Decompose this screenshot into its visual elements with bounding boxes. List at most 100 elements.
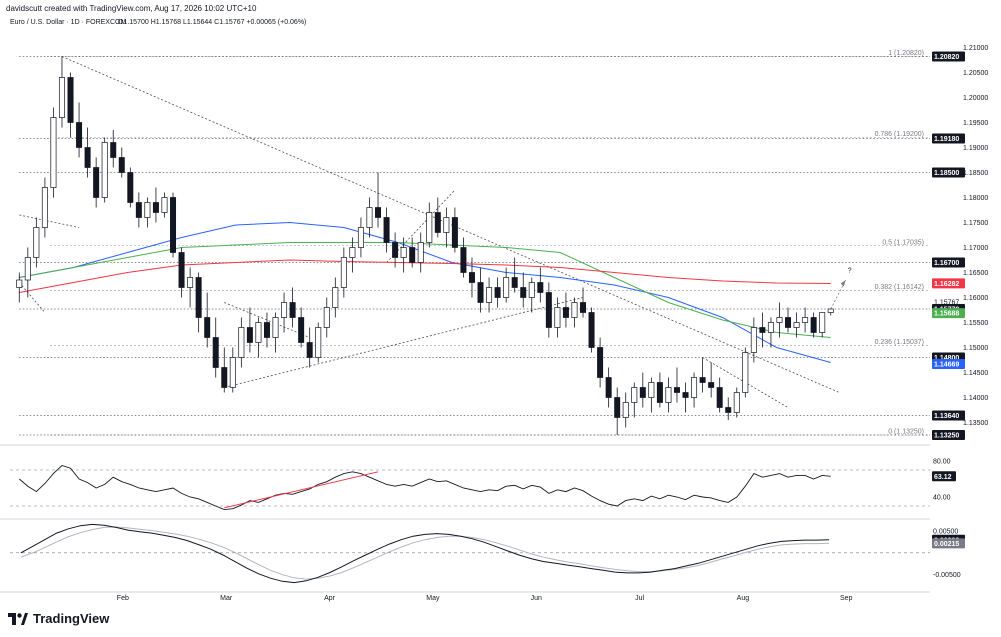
candle xyxy=(443,207,450,248)
candle-body xyxy=(656,382,663,403)
candle xyxy=(759,312,766,348)
ma-blue-line xyxy=(19,221,831,363)
candle-body xyxy=(161,197,168,213)
candle-body xyxy=(494,287,501,298)
ma-green-line xyxy=(19,242,831,338)
candle-body xyxy=(101,142,108,198)
price-tag-box xyxy=(932,308,965,319)
price-tag-label: 1.19180 xyxy=(934,136,959,143)
candle xyxy=(597,337,604,388)
time-axis: Feb Mar Apr May Jun Jul Aug Sep xyxy=(117,595,853,602)
candle xyxy=(571,297,578,328)
candle-body xyxy=(298,317,305,343)
trendline xyxy=(18,282,46,313)
candle xyxy=(315,322,322,363)
candle-body xyxy=(537,282,544,293)
candle xyxy=(289,287,296,328)
candle-body xyxy=(716,387,723,408)
candle-body xyxy=(33,227,40,258)
candle-body xyxy=(793,322,800,328)
candle xyxy=(486,277,493,313)
trendline xyxy=(224,297,584,388)
candle-body xyxy=(725,407,732,413)
candle-body xyxy=(699,377,706,383)
tradingview-logo-text: TradingView xyxy=(33,611,110,626)
candle-body xyxy=(776,317,783,323)
fib-level-label: 0 (1.13250) xyxy=(888,429,924,436)
candle-body xyxy=(263,322,270,338)
candle-body xyxy=(383,217,390,243)
candle xyxy=(468,257,475,298)
price-tag: 1.20820 xyxy=(932,51,965,62)
candle-body xyxy=(486,287,493,303)
price-tag-label: 1.16282 xyxy=(934,281,959,288)
candle xyxy=(605,367,612,408)
rsi-tick-label: 80.00 xyxy=(933,459,951,466)
x-tick-label: Jul xyxy=(635,595,644,602)
candle xyxy=(383,207,390,253)
candle-body xyxy=(349,247,356,258)
candle-body xyxy=(562,307,569,318)
candle xyxy=(537,267,544,303)
y-tick-label: 1.13500 xyxy=(963,420,988,427)
macd-tick-label: 0.00500 xyxy=(933,528,958,535)
y-tick-label: 1.21000 xyxy=(963,45,988,52)
candle-body xyxy=(460,247,467,273)
candle xyxy=(340,247,347,298)
price-tag-label: 1.20820 xyxy=(934,54,959,61)
candle xyxy=(84,127,91,178)
candle-body xyxy=(597,347,604,378)
candle-body xyxy=(375,207,382,218)
y-tick-label: 1.15500 xyxy=(963,320,988,327)
candle xyxy=(178,247,185,298)
tradingview-logo-icon xyxy=(8,612,28,625)
candle-body xyxy=(281,302,288,318)
fib-level-label: 1 (1.20820) xyxy=(888,50,924,57)
moving-averages xyxy=(19,221,831,363)
candle xyxy=(460,237,467,278)
y-tick-label: 1.16000 xyxy=(963,295,988,302)
candle-body xyxy=(187,277,194,288)
y-tick-label: 1.15000 xyxy=(963,345,988,352)
candle xyxy=(152,187,159,223)
candle-body xyxy=(588,312,595,348)
candle-body xyxy=(93,167,100,198)
candle xyxy=(110,130,117,168)
candle-body xyxy=(357,227,364,248)
candle-body xyxy=(306,342,313,358)
price-tag-label: 1.13250 xyxy=(934,433,959,440)
candle-body xyxy=(178,252,185,288)
rsi-value-tag xyxy=(932,471,956,482)
candle xyxy=(263,312,270,348)
candle xyxy=(170,192,177,258)
rsi-value-label: 63.12 xyxy=(934,474,952,481)
x-tick-label: Jun xyxy=(531,595,542,602)
candle-body xyxy=(426,212,433,243)
y-tick-label: 1.17000 xyxy=(963,245,988,252)
candle xyxy=(24,247,31,298)
candle-body xyxy=(682,392,689,398)
candle-body xyxy=(238,327,245,358)
candle-body xyxy=(443,217,450,233)
rsi-tick-label: 40.00 xyxy=(933,495,951,502)
candle xyxy=(554,297,561,338)
candle-body xyxy=(802,317,809,323)
candle xyxy=(417,232,424,273)
candle xyxy=(614,387,621,435)
candle-body xyxy=(366,207,373,228)
candle xyxy=(426,202,433,248)
fib-level-label: 0.786 (1.19200) xyxy=(875,131,924,138)
candle-body xyxy=(648,382,655,398)
candle xyxy=(810,312,817,338)
candle-body xyxy=(135,202,142,218)
candle xyxy=(187,267,194,308)
y-tick-label: 1.18000 xyxy=(963,195,988,202)
y-tick-label: 1.14500 xyxy=(963,370,988,377)
y-tick-label: 1.14000 xyxy=(963,395,988,402)
candle xyxy=(673,367,680,403)
candle-body xyxy=(127,172,134,203)
candle-body xyxy=(392,242,399,258)
candle-body xyxy=(246,327,253,343)
y-tick-label: 1.16500 xyxy=(963,270,988,277)
